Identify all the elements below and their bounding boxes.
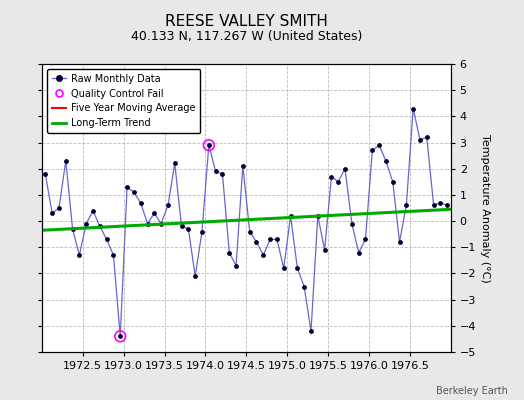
Point — [416, 137, 424, 143]
Text: 40.133 N, 117.267 W (United States): 40.133 N, 117.267 W (United States) — [130, 30, 362, 43]
Text: REESE VALLEY SMITH: REESE VALLEY SMITH — [165, 14, 328, 29]
Point — [287, 213, 295, 219]
Point — [75, 252, 83, 258]
Point — [198, 228, 206, 235]
Point — [116, 333, 124, 340]
Point — [273, 236, 281, 243]
Point — [171, 160, 179, 167]
Text: Berkeley Earth: Berkeley Earth — [436, 386, 508, 396]
Point — [82, 220, 91, 227]
Point — [246, 228, 254, 235]
Point — [144, 220, 152, 227]
Point — [191, 273, 200, 279]
Point — [41, 171, 50, 177]
Point — [69, 226, 77, 232]
Point — [103, 236, 111, 243]
Point — [116, 333, 124, 340]
Point — [266, 236, 275, 243]
Point — [436, 200, 445, 206]
Point — [150, 210, 158, 216]
Point — [218, 171, 226, 177]
Point — [136, 200, 145, 206]
Point — [375, 142, 384, 148]
Point — [123, 184, 132, 190]
Point — [279, 265, 288, 272]
Legend: Raw Monthly Data, Quality Control Fail, Five Year Moving Average, Long-Term Tren: Raw Monthly Data, Quality Control Fail, … — [47, 69, 201, 133]
Point — [355, 249, 363, 256]
Point — [307, 328, 315, 334]
Point — [341, 166, 349, 172]
Point — [212, 168, 220, 174]
Point — [320, 247, 329, 253]
Point — [293, 265, 301, 272]
Point — [205, 142, 213, 148]
Point — [259, 252, 267, 258]
Point — [334, 179, 342, 185]
Point — [361, 236, 369, 243]
Point — [368, 147, 377, 154]
Point — [164, 202, 172, 208]
Y-axis label: Temperature Anomaly (°C): Temperature Anomaly (°C) — [480, 134, 490, 282]
Point — [95, 223, 104, 230]
Point — [402, 202, 410, 208]
Point — [62, 158, 70, 164]
Point — [422, 134, 431, 140]
Point — [184, 226, 193, 232]
Point — [443, 202, 451, 208]
Point — [177, 223, 185, 230]
Point — [225, 249, 234, 256]
Point — [232, 262, 241, 269]
Point — [205, 142, 213, 148]
Point — [348, 220, 356, 227]
Point — [409, 105, 418, 112]
Point — [314, 213, 322, 219]
Point — [54, 205, 63, 211]
Point — [238, 163, 247, 169]
Point — [253, 239, 261, 245]
Point — [389, 179, 397, 185]
Point — [328, 173, 336, 180]
Point — [396, 239, 404, 245]
Point — [430, 202, 438, 208]
Point — [300, 283, 308, 290]
Point — [381, 158, 390, 164]
Point — [89, 208, 97, 214]
Point — [48, 210, 57, 216]
Point — [109, 252, 117, 258]
Point — [130, 189, 138, 196]
Point — [157, 220, 165, 227]
